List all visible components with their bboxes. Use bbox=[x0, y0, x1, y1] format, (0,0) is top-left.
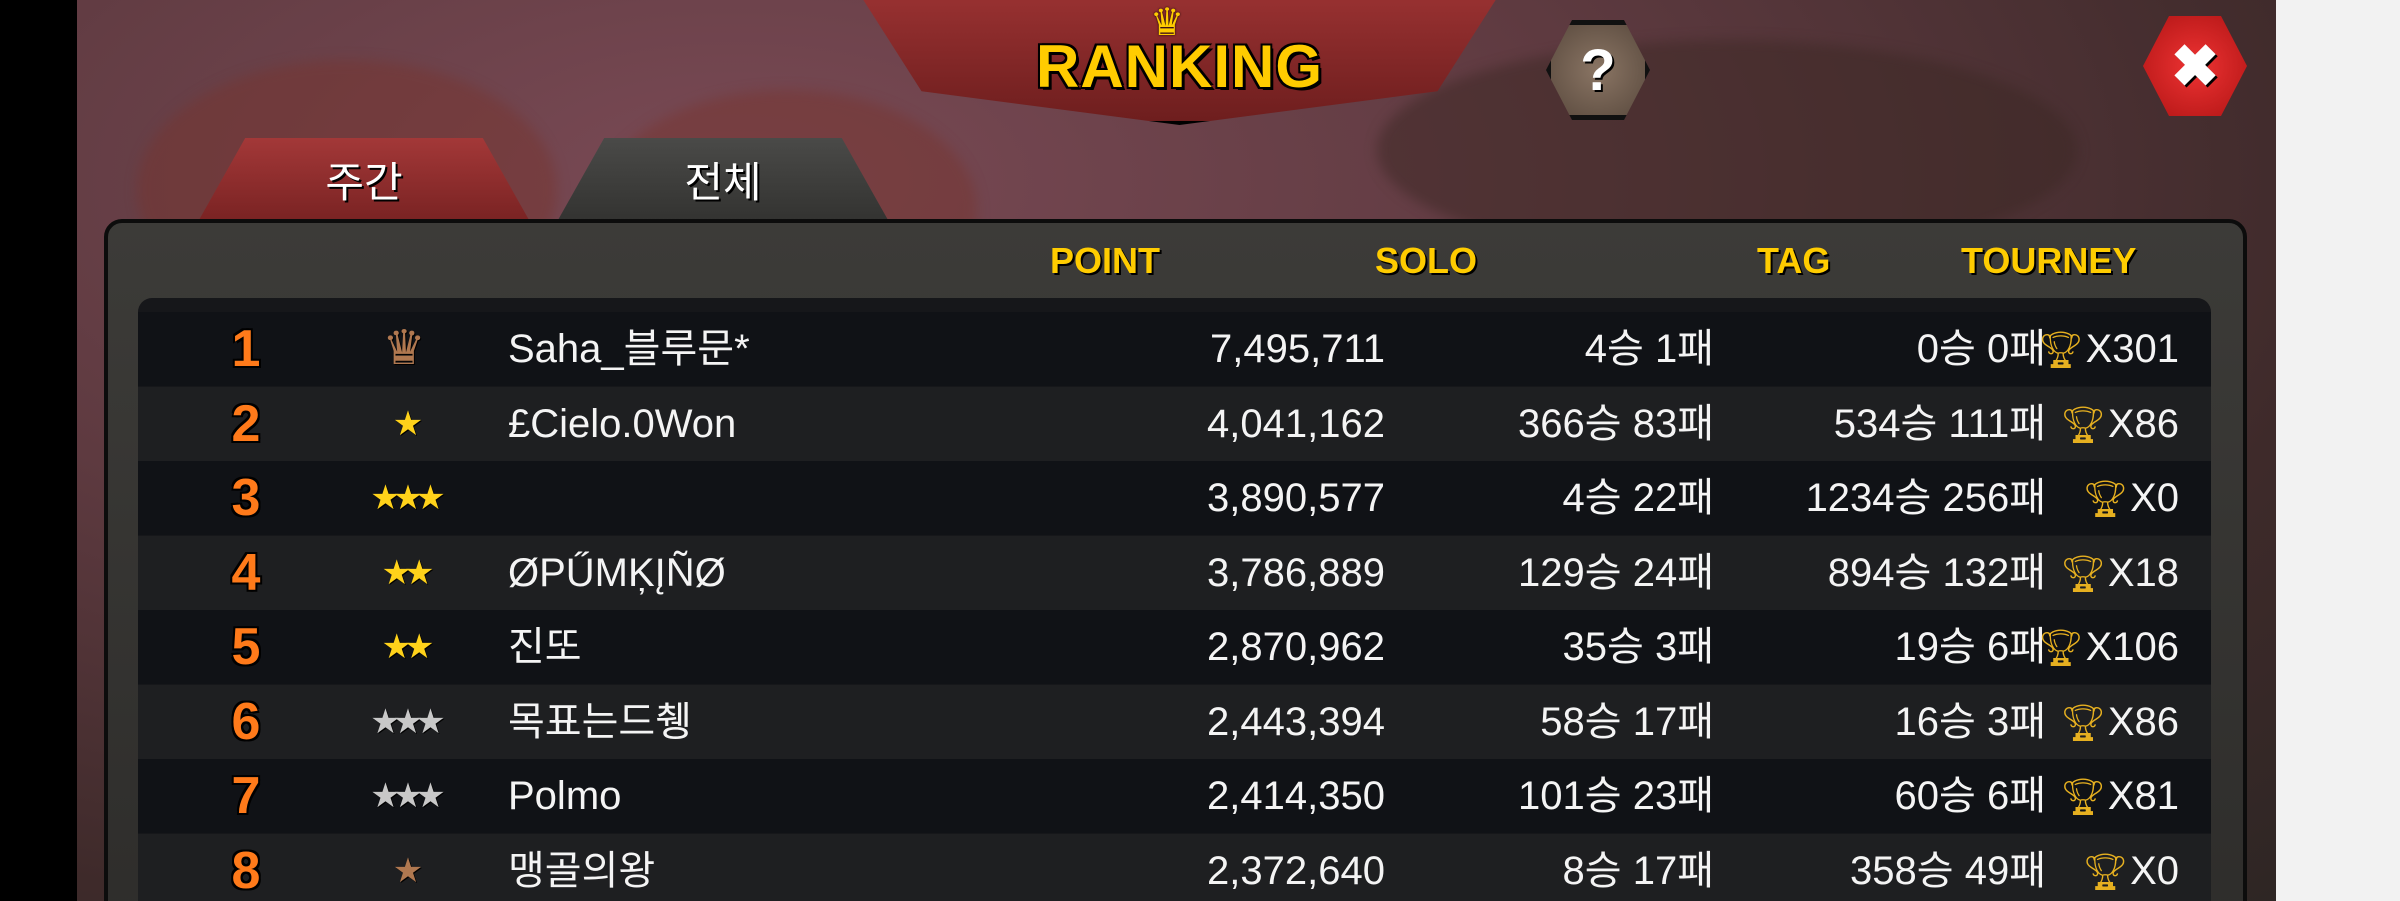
tourney-value: X81 bbox=[2107, 774, 2179, 818]
trophy-icon: 🏆︎ bbox=[2060, 701, 2106, 743]
rank-number: 6 bbox=[231, 692, 261, 751]
tag-record: 60승 6패 bbox=[1894, 774, 2046, 818]
solo-record: 35승 3패 bbox=[1562, 625, 1714, 669]
tag-record: 534승 111패 bbox=[1833, 401, 2046, 446]
player-name: 맹골의왕 bbox=[508, 848, 656, 893]
help-button[interactable]: ? bbox=[1546, 20, 1650, 120]
star-rating-icon: ★ bbox=[392, 404, 423, 443]
tourney-count: 🏆︎X18 bbox=[2060, 536, 2179, 611]
point-value: 2,414,350 bbox=[1207, 774, 1385, 818]
table-row[interactable]: 1 ♛ Saha_블루문* 7,495,711 4승 1패 0승 0패 🏆︎X301 bbox=[138, 312, 2211, 386]
rank-number: 3 bbox=[231, 469, 261, 527]
tourney-value: X86 bbox=[2107, 401, 2179, 446]
trophy-icon: 🏆︎ bbox=[2060, 403, 2106, 445]
column-header-tourney: TOURNEY bbox=[1961, 240, 2137, 281]
point-value: 2,870,962 bbox=[1207, 625, 1385, 669]
table-row[interactable]: 7 ★★★ Polmo 2,414,350 101승 23패 60승 6패 🏆︎X81 bbox=[138, 759, 2211, 833]
table-row[interactable]: 4 ★★ ØPŰMĶĮÑØ 3,786,889 129승 24패 894승 132패 🏆︎X… bbox=[138, 535, 2211, 611]
solo-record: 101승 23패 bbox=[1518, 774, 1714, 818]
star-rating-icon: ★★ bbox=[381, 628, 435, 666]
rank-number: 7 bbox=[231, 767, 261, 825]
ranking-screen: ♛ RANKING ? ✖ 주간 전체 POINT SOLO TAG TOURN… bbox=[77, 0, 2276, 901]
trophy-icon: 🏆︎ bbox=[2082, 850, 2129, 892]
right-letterbox bbox=[2276, 0, 2400, 901]
tourney-count: 🏆︎X86 bbox=[2060, 685, 2179, 760]
rank-number: 5 bbox=[231, 618, 261, 676]
solo-record: 58승 17패 bbox=[1540, 699, 1714, 744]
tourney-count: 🏆︎X81 bbox=[2060, 759, 2179, 834]
tourney-count: 🏆︎X106 bbox=[2038, 610, 2179, 685]
question-icon: ? bbox=[1580, 37, 1616, 103]
trophy-icon: 🏆︎ bbox=[2037, 627, 2084, 668]
point-value: 3,890,577 bbox=[1207, 476, 1385, 520]
column-header-point: POINT bbox=[1050, 240, 1161, 281]
tourney-count: 🏆︎X0 bbox=[2082, 834, 2179, 901]
player-name: Saha_블루문* bbox=[508, 327, 750, 371]
table-row[interactable]: 5 ★★ 진또 2,870,962 35승 3패 19승 6패 🏆︎X106 bbox=[138, 610, 2211, 684]
column-header-solo: SOLO bbox=[1375, 240, 1478, 281]
tourney-count: 🏆︎X301 bbox=[2038, 312, 2179, 387]
close-icon: ✖ bbox=[2170, 34, 2220, 99]
close-button[interactable]: ✖ bbox=[2143, 16, 2247, 116]
point-value: 2,443,394 bbox=[1207, 699, 1385, 744]
trophy-icon: 🏆︎ bbox=[2082, 478, 2129, 519]
solo-record: 4승 22패 bbox=[1562, 476, 1714, 520]
tourney-count: 🏆︎X0 bbox=[2082, 461, 2179, 536]
player-name: £Cielo.0Won bbox=[508, 401, 737, 446]
rank-number: 1 bbox=[231, 320, 261, 378]
crown-icon: ♛ bbox=[382, 322, 426, 375]
rank-number: 2 bbox=[231, 394, 261, 453]
rank-number: 4 bbox=[231, 543, 261, 602]
tag-record: 1234승 256패 bbox=[1805, 476, 2046, 520]
solo-record: 366승 83패 bbox=[1518, 401, 1714, 446]
point-value: 4,041,162 bbox=[1207, 401, 1385, 446]
player-name: Polmo bbox=[508, 774, 622, 818]
tag-record: 19승 6패 bbox=[1894, 625, 2046, 669]
star-rating-icon: ★★★ bbox=[370, 479, 445, 517]
tourney-value: X301 bbox=[2085, 327, 2179, 371]
solo-record: 129승 24패 bbox=[1518, 550, 1714, 595]
point-value: 2,372,640 bbox=[1207, 848, 1385, 893]
star-rating-icon: ★ bbox=[392, 851, 423, 890]
crown-icon: ♛ bbox=[1149, 2, 1185, 44]
column-header-tag: TAG bbox=[1757, 240, 1831, 281]
tourney-value: X18 bbox=[2107, 550, 2179, 595]
solo-record: 8승 17패 bbox=[1562, 848, 1714, 893]
solo-record: 4승 1패 bbox=[1584, 327, 1714, 371]
point-value: 7,495,711 bbox=[1210, 327, 1385, 371]
tab-weekly[interactable]: 주간 bbox=[199, 138, 529, 220]
table-row[interactable]: 6 ★★★ 목표는드췡 2,443,394 58승 17패 16승 3패 🏆︎X86 bbox=[138, 684, 2211, 760]
tag-record: 894승 132패 bbox=[1827, 550, 2046, 595]
left-letterbox bbox=[0, 0, 77, 901]
star-rating-icon: ★★★ bbox=[370, 777, 445, 815]
tourney-value: X86 bbox=[2107, 699, 2179, 744]
page-title: RANKING bbox=[1036, 33, 1323, 100]
tag-record: 358승 49패 bbox=[1850, 848, 2046, 893]
tourney-value: X0 bbox=[2130, 476, 2179, 520]
player-name: 목표는드췡 bbox=[508, 699, 692, 744]
tag-record: 0승 0패 bbox=[1916, 327, 2046, 371]
player-name: 진또 bbox=[508, 625, 582, 669]
table-row[interactable]: 2 ★ £Cielo.0Won 4,041,162 366승 83패 534승 111패 🏆… bbox=[138, 386, 2211, 462]
rank-number: 8 bbox=[231, 841, 261, 900]
tab-all[interactable]: 전체 bbox=[558, 138, 888, 220]
player-name: ØPŰMĶĮÑØ bbox=[508, 550, 726, 595]
trophy-icon: 🏆︎ bbox=[2060, 776, 2106, 817]
ranking-list[interactable]: 1 ♛ Saha_블루문* 7,495,711 4승 1패 0승 0패 🏆︎X301 2 ★ £C… bbox=[138, 298, 2211, 901]
point-value: 3,786,889 bbox=[1207, 550, 1385, 595]
table-row[interactable]: 3 ★★★ 3,890,577 4승 22패 1234승 256패 🏆︎X0 bbox=[138, 461, 2211, 535]
star-rating-icon: ★★ bbox=[381, 553, 435, 592]
trophy-icon: 🏆︎ bbox=[2060, 552, 2106, 594]
tag-record: 16승 3패 bbox=[1894, 699, 2046, 744]
trophy-icon: 🏆︎ bbox=[2037, 329, 2084, 370]
tourney-value: X0 bbox=[2130, 848, 2179, 893]
tourney-count: 🏆︎X86 bbox=[2060, 387, 2179, 462]
tourney-value: X106 bbox=[2085, 625, 2179, 669]
star-rating-icon: ★★★ bbox=[370, 702, 445, 741]
table-row[interactable]: 8 ★ 맹골의왕 2,372,640 8승 17패 358승 49패 🏆︎X0 bbox=[138, 833, 2211, 901]
